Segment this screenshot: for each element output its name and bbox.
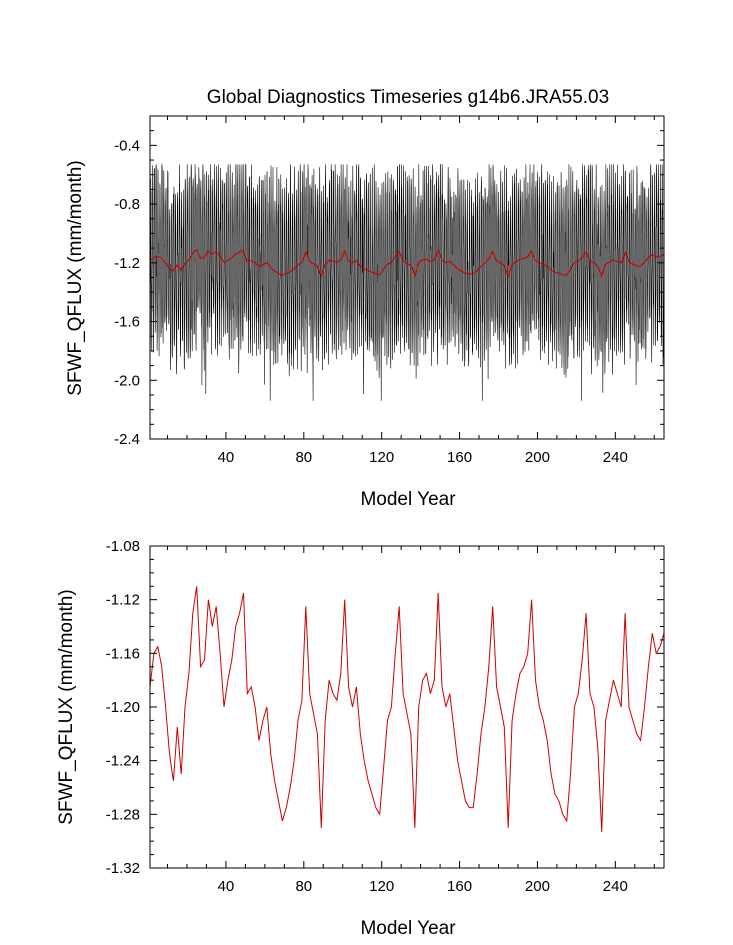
bottom-y-tick-label: -1.16 — [106, 645, 140, 662]
bottom-plot-area — [149, 586, 665, 832]
bottom-axes: 40 80 120 160 200 240 -1.32 -1.28 -1.24 -1.20 -1.1… — [106, 538, 664, 895]
top-x-tick-label: 120 — [369, 449, 394, 466]
top-plot-area — [149, 164, 665, 401]
bottom-x-tick-label: 200 — [525, 878, 550, 895]
top-x-tick-label: 160 — [447, 449, 472, 466]
bottom-x-tick-label: 40 — [218, 878, 235, 895]
bottom-x-tick-label: 80 — [295, 878, 312, 895]
bottom-annual-mean-line — [149, 586, 665, 832]
top-y-tick-label: -1.2 — [114, 255, 140, 272]
top-y-tick-label: -2.4 — [114, 431, 140, 448]
top-y-tick-label: -1.6 — [114, 314, 140, 331]
bottom-x-axis-title: Model Year — [360, 918, 456, 939]
bottom-y-tick-label: -1.20 — [106, 699, 140, 716]
top-x-axis-title: Model Year — [360, 489, 456, 510]
bottom-y-tick-label: -1.32 — [106, 860, 140, 877]
bottom-y-tick-label: -1.24 — [106, 753, 140, 770]
bottom-x-tick-label: 120 — [369, 878, 394, 895]
top-axes: 40 80 120 160 200 240 -2.4 -2.0 -1.6 -1.2 -0.8 -0.4 — [114, 115, 664, 466]
bottom-y-tick-label: -1.28 — [106, 806, 140, 823]
bottom-y-tick-label: -1.12 — [106, 592, 140, 609]
bottom-x-tick-label: 240 — [603, 878, 628, 895]
top-x-tick-label: 80 — [295, 449, 312, 466]
top-y-axis-title: SFWF_QFLUX (mm/month) — [65, 160, 86, 395]
figure-title: Global Diagnostics Timeseries g14b6.JRA5… — [207, 87, 609, 108]
bottom-plot-frame — [149, 545, 665, 869]
top-y-tick-label: -2.0 — [114, 372, 140, 389]
bottom-y-axis-title: SFWF_QFLUX (mm/month) — [56, 589, 77, 824]
top-x-tick-label: 240 — [603, 449, 628, 466]
top-x-tick-label: 40 — [218, 449, 235, 466]
top-annual-mean-line — [149, 248, 665, 279]
top-x-tick-label: 200 — [525, 449, 550, 466]
top-monthly-series-line — [149, 164, 665, 401]
top-y-tick-label: -0.4 — [114, 137, 140, 154]
top-y-tick-label: -0.8 — [114, 196, 140, 213]
bottom-x-tick-label: 160 — [447, 878, 472, 895]
bottom-panel: 40 80 120 160 200 240 -1.32 -1.28 -1.24 -1.20 -1.1… — [56, 538, 665, 939]
top-panel: 40 80 120 160 200 240 -2.4 -2.0 -1.6 -1.2 -0.8 -0.4… — [65, 115, 665, 510]
bottom-y-tick-label: -1.08 — [106, 538, 140, 555]
